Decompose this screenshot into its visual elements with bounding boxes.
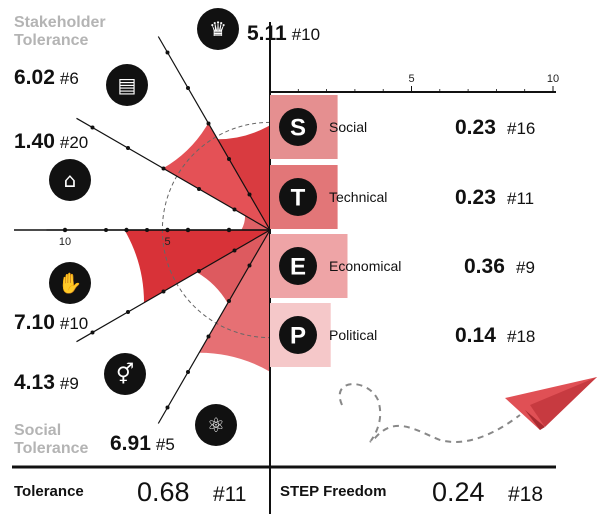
step-category-label: Economical [329,258,401,274]
step-category-label: Social [329,119,367,135]
spoke-dot [227,157,231,161]
briefcase-icon-badge [106,64,148,106]
polar-tick-label: 10 [59,236,71,248]
step-letter-badge [279,178,317,216]
gender-icon-badge [104,353,146,395]
step-value-label: 0.36 [464,255,505,278]
x-tick-label: 5 [408,73,414,85]
polar-tick-label: 5 [164,236,170,248]
step-letter-badge [279,316,317,354]
polar-value-label: 6.91 [110,432,151,455]
spoke-dot [232,248,237,253]
step-value-label: 0.14 [455,324,496,347]
step-value-label: 0.23 [455,116,496,139]
spoke-dot [161,289,166,294]
polar-spoke-1 [157,36,271,231]
axis-dot [124,227,129,233]
atom-icon-badge [195,404,237,446]
step-rank-label: #9 [516,258,535,277]
polar-rank-label: #20 [60,133,88,152]
spoke-dot [232,207,237,212]
step-rank-label: #18 [507,327,535,346]
axis-dot [62,227,68,233]
polar-value-label: 1.40 [14,130,55,153]
spoke-dot [165,50,170,55]
polar-segment-6 [199,230,270,372]
spoke-dot [161,166,166,171]
polar-segment-2 [163,123,270,230]
axis-dot [165,227,170,233]
hand-eye-icon: ✋ [58,271,83,295]
polar-rank-label: #5 [156,435,175,454]
spoke-dot [90,330,95,335]
step-letter-badge [279,247,317,285]
spoke-dot [165,405,170,410]
spoke-dot [247,192,252,197]
axis-dot [185,227,191,233]
footer-tolerance-rank: #11 [213,483,246,506]
spoke-dot [206,121,211,126]
footer-tolerance-value: 0.68 [137,477,190,507]
axis-dot [226,227,232,233]
polar-rank-label: #6 [60,69,79,88]
step-rank-label: #16 [507,119,535,138]
polar-segment-1 [217,125,270,230]
polar-rank-label: #10 [60,314,88,333]
spoke-dot [247,263,252,268]
spoke-dot [206,334,211,339]
polar-segment-4 [124,230,270,303]
gender-icon: ⚥ [116,362,134,386]
polar-segment-5 [196,230,270,304]
polar-rank-label: #10 [292,25,320,44]
step-letter: P [290,323,306,350]
chart-title-line1: Stakeholder [14,14,106,31]
polar-value-label: 4.13 [14,371,55,394]
polar-chart: 10 5 5.11 #10 ♛ 6.02 #6 ▤ 1.40 #20 ⌂ 7.10 #10 ✋ 4.13 #9… [14,8,320,455]
spoke-dot [197,187,201,191]
paper-plane-icon [338,377,597,443]
chart-subtitle-line1: Social [14,422,61,439]
spoke-dot [126,310,130,314]
spoke-dot [197,269,201,273]
polar-value-label: 6.02 [14,66,55,89]
spoke-dot [186,370,190,374]
polar-value-label: 7.10 [14,311,55,334]
footer-tolerance-label: Tolerance [14,483,84,500]
step-letter: E [290,254,306,281]
women-icon-badge [197,8,239,50]
step-category-label: Political [329,327,377,343]
spoke-dot [227,299,231,303]
chart-subtitle-line2: Tolerance [14,440,89,457]
step-rank-label: #11 [507,189,534,208]
polar-value-label: 5.11 [247,22,287,45]
x-tick-label: 10 [547,73,559,85]
women-icon: ♛ [209,17,227,41]
step-letter: T [291,185,306,212]
polar-rank-label: #9 [60,374,79,393]
step-chart: 5 10 S Social 0.23 #16 T Technical 0.23 #11 E Econo… [269,73,559,367]
briefcase-icon: ▤ [118,73,137,97]
polar-spoke-4 [76,229,271,343]
spoke-dot [90,125,95,130]
spoke-dot [186,86,190,90]
government-building-icon: ⌂ [64,168,77,192]
footer-step-value: 0.24 [432,477,485,507]
footer-step-rank: #18 [508,483,543,506]
government-building-icon-badge [49,159,91,201]
step-value-label: 0.23 [455,186,496,209]
atom-icon: ⚛ [207,413,225,437]
hand-eye-icon-badge [49,262,91,304]
step-letter-badge [279,108,317,146]
chart-title-line2: Tolerance [14,32,89,49]
polar-spoke-2 [76,117,271,231]
step-letter: S [290,115,306,142]
polar-spoke-5 [157,229,271,424]
footer-step-label: STEP Freedom [280,483,386,500]
spoke-dot [126,146,130,150]
step-category-label: Technical [329,189,387,205]
